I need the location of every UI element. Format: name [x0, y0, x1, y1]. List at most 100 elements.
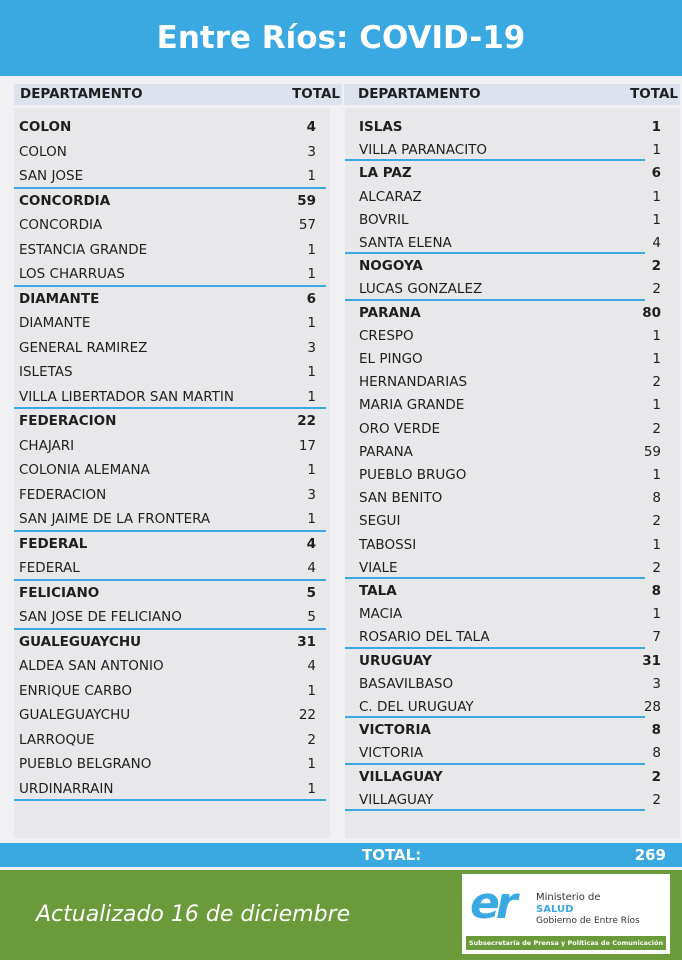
locality-name: DIAMANTE	[19, 315, 91, 331]
locality-total: 3	[652, 675, 661, 692]
department-name: DIAMANTE	[19, 290, 100, 307]
locality-total: 8	[652, 745, 661, 762]
locality-total: 1	[307, 756, 316, 772]
locality-name: COLONIA ALEMANA	[19, 462, 150, 478]
locality-total: 2	[652, 513, 661, 530]
locality-row: FEDERACION 3	[14, 484, 330, 506]
department-name: ISLAS	[359, 119, 403, 135]
total-label: TOTAL:	[362, 846, 422, 864]
locality-name: ALCARAZ	[359, 188, 422, 205]
logo: er Ministerio de SALUD Gobierno de Entre…	[462, 874, 670, 954]
department-row: FEDERAL 4	[14, 533, 330, 555]
department-row: CONCORDIA 59	[14, 190, 330, 212]
locality-row: LARROQUE 2	[14, 729, 330, 751]
locality-row: ROSARIO DEL TALA 7	[345, 626, 680, 648]
locality-row: URDINARRAIN 1	[14, 778, 330, 800]
locality-row: VICTORIA 8	[345, 742, 680, 764]
logo-salud: SALUD	[536, 904, 574, 915]
department-row: COLON 4	[14, 116, 330, 138]
separator	[345, 762, 645, 765]
locality-name: VICTORIA	[359, 745, 424, 762]
locality-total: 1	[307, 462, 316, 478]
locality-total: 57	[298, 217, 316, 233]
locality-total: 1	[307, 682, 316, 699]
locality-name: CHAJARI	[19, 437, 75, 454]
locality-row: VIALE 2	[345, 557, 680, 579]
department-total: 6	[651, 165, 661, 182]
locality-row: ALDEA SAN ANTONIO 4	[14, 655, 330, 677]
locality-row: FEDERAL 4	[14, 557, 330, 579]
locality-row: MACIA 1	[345, 603, 680, 625]
locality-total: 2	[652, 374, 661, 391]
header-row: DEPARTAMENTO TOTAL	[14, 84, 342, 105]
locality-name: SEGUI	[359, 513, 401, 530]
department-name: GUALEGUAYCHU	[19, 633, 142, 650]
locality-name: SAN BENITO	[359, 490, 443, 507]
locality-total: 3	[307, 486, 316, 503]
separator	[14, 627, 326, 630]
locality-total: 5	[307, 609, 316, 625]
locality-row: CHAJARI 17	[14, 435, 330, 457]
department-name: LA PAZ	[359, 165, 412, 182]
locality-row: EL PINGO 1	[345, 348, 680, 370]
department-name: CONCORDIA	[19, 192, 111, 209]
department-row: LA PAZ 6	[345, 162, 680, 184]
locality-total: 1	[652, 211, 661, 228]
locality-row: GUALEGUAYCHU 22	[14, 704, 330, 726]
locality-name: VILLA PARANACITO	[359, 142, 488, 159]
locality-row: PUEBLO BRUGO 1	[345, 464, 680, 486]
locality-total: 1	[652, 142, 661, 159]
separator	[14, 578, 326, 581]
locality-row: BOVRIL 1	[345, 209, 680, 231]
department-total: 4	[306, 535, 316, 552]
locality-name: ENRIQUE CARBO	[19, 682, 133, 699]
locality-name: FEDERACION	[19, 486, 107, 503]
locality-total: 2	[652, 281, 661, 298]
locality-row: VILLAGUAY 2	[345, 789, 680, 811]
locality-name: FEDERAL	[19, 560, 80, 576]
separator	[345, 252, 645, 255]
department-row: FEDERACION 22	[14, 410, 330, 432]
locality-row: PARANA 59	[345, 441, 680, 463]
locality-name: HERNANDARIAS	[359, 374, 468, 391]
locality-total: 1	[307, 388, 316, 405]
locality-row: VILLA LIBERTADOR SAN MARTIN 1	[14, 386, 330, 408]
locality-name: ROSARIO DEL TALA	[359, 629, 490, 646]
locality-total: 4	[307, 560, 316, 576]
locality-row: COLON 3	[14, 141, 330, 163]
locality-name: LOS CHARRUAS	[19, 266, 125, 282]
locality-name: MARIA GRANDE	[359, 397, 465, 414]
locality-name: PARANA	[359, 443, 413, 460]
department-row: URUGUAY 31	[345, 650, 680, 672]
locality-row: SAN JAIME DE LA FRONTERA 1	[14, 508, 330, 530]
department-row: VICTORIA 8	[345, 719, 680, 741]
locality-total: 7	[652, 629, 661, 646]
department-row: TALA 8	[345, 580, 680, 602]
department-row: GUALEGUAYCHU 31	[14, 631, 330, 653]
locality-row: ESTANCIA GRANDE 1	[14, 239, 330, 261]
department-total: 2	[651, 258, 661, 275]
locality-name: C. DEL URUGUAY	[359, 699, 474, 715]
department-total: 6	[306, 290, 316, 307]
logo-government: Gobierno de Entre Ríos	[536, 916, 640, 926]
department-total: 1	[651, 119, 661, 135]
department-row: FELICIANO 5	[14, 582, 330, 604]
department-name: PARANA	[359, 304, 421, 321]
separator	[14, 799, 326, 801]
locality-row: SAN JOSE DE FELICIANO 5	[14, 606, 330, 628]
locality-total: 1	[307, 241, 316, 258]
locality-total: 1	[652, 536, 661, 553]
department-row: DIAMANTE 6	[14, 288, 330, 310]
department-name: VICTORIA	[359, 722, 431, 739]
locality-total: 1	[652, 467, 661, 483]
separator	[345, 577, 645, 579]
locality-total: 28	[643, 699, 661, 715]
locality-row: CRESPO 1	[345, 325, 680, 347]
locality-name: EL PINGO	[359, 351, 423, 367]
locality-total: 2	[652, 420, 661, 437]
total-bar: TOTAL: 269	[0, 843, 682, 867]
locality-row: VILLA PARANACITO 1	[345, 139, 680, 161]
locality-name: SAN JOSE	[19, 168, 84, 184]
locality-row: LUCAS GONZALEZ 2	[345, 278, 680, 300]
